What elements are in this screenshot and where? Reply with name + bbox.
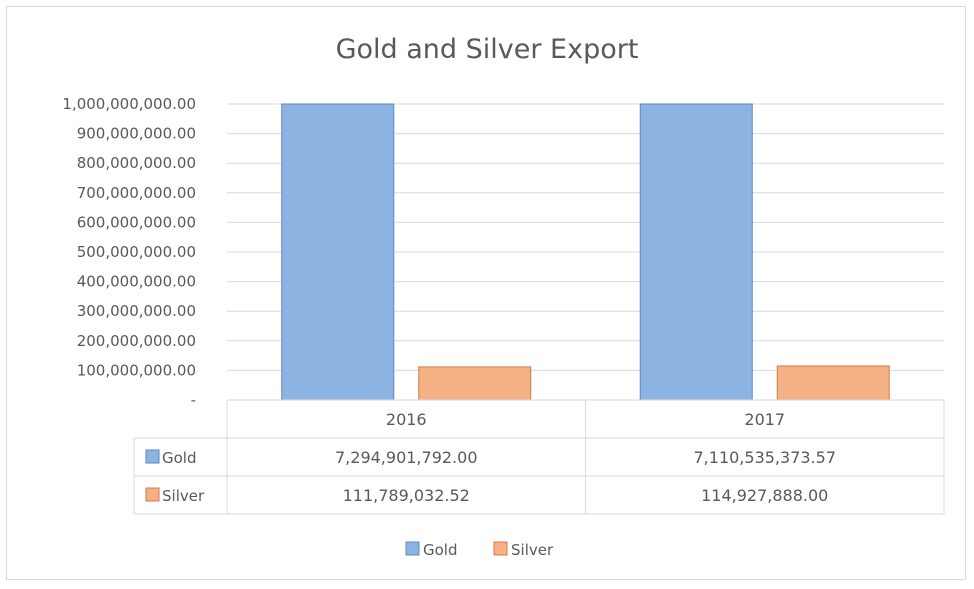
y-tick-label: 600,000,000.00: [77, 213, 196, 231]
y-tick-label: 400,000,000.00: [77, 273, 196, 291]
y-tick-label: 100,000,000.00: [77, 361, 196, 379]
y-tick-label: 700,000,000.00: [77, 184, 196, 202]
legend-swatch-silver: [493, 541, 508, 556]
legend-key-silver: [145, 487, 160, 502]
legend-swatch-gold: [405, 541, 420, 556]
chart-title: Gold and Silver Export: [335, 34, 639, 65]
bar-gold-2017: [639, 103, 753, 401]
bar-silver-2016: [418, 366, 532, 401]
table-cell: 114,927,888.00: [701, 486, 828, 505]
table-cell: 111,789,032.52: [343, 486, 470, 505]
y-tick-label: 500,000,000.00: [77, 243, 196, 261]
table-cell: 7,294,901,792.00: [335, 448, 478, 467]
legend-label: Gold: [423, 541, 458, 559]
y-tick-label: 300,000,000.00: [77, 302, 196, 320]
y-tick-label: 200,000,000.00: [77, 332, 196, 350]
x-category-label: 2016: [386, 410, 427, 429]
table-row-label: Gold: [162, 449, 197, 467]
chart-frame: [6, 6, 966, 580]
x-category-label: 2017: [744, 410, 785, 429]
bar-gold-2016: [281, 103, 395, 401]
y-tick-label: 1,000,000,000.00: [62, 95, 196, 113]
bar-silver-2017: [776, 365, 890, 401]
y-tick-label: 900,000,000.00: [77, 125, 196, 143]
legend-key-gold: [145, 449, 160, 464]
table-row-label: Silver: [162, 487, 205, 505]
legend-label: Silver: [511, 541, 554, 559]
y-tick-label: -: [191, 391, 196, 409]
y-tick-label: 800,000,000.00: [77, 154, 196, 172]
table-cell: 7,110,535,373.57: [694, 448, 837, 467]
